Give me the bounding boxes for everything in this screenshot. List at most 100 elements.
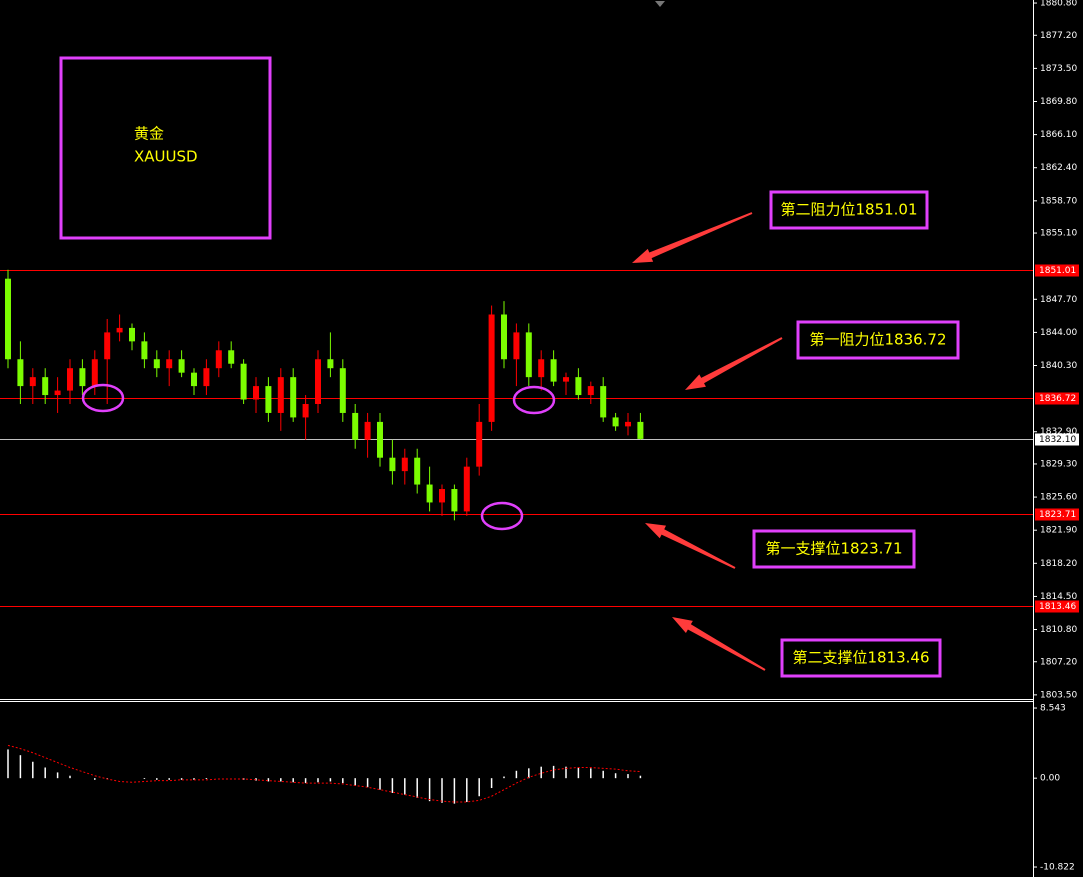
level-tag bbox=[1035, 508, 1079, 521]
annotation-text: 第一支撑位1823.71 bbox=[765, 540, 902, 558]
y-tick-label: 1814.50 bbox=[1040, 592, 1077, 602]
y-tick-label: 1818.20 bbox=[1040, 559, 1077, 569]
candle-body bbox=[290, 377, 297, 418]
annotation-box bbox=[780, 638, 942, 678]
candle-body bbox=[166, 359, 173, 369]
candle-body bbox=[451, 489, 458, 512]
title-text: XAUUSD bbox=[134, 148, 198, 166]
y-tick-label: 1807.20 bbox=[1040, 657, 1077, 667]
candle-body bbox=[513, 332, 520, 360]
arrow bbox=[632, 212, 753, 263]
candle-body bbox=[215, 350, 222, 369]
candle-body bbox=[563, 377, 569, 382]
candle-body bbox=[414, 457, 421, 485]
candle-body bbox=[178, 359, 185, 373]
highlight-circle bbox=[81, 383, 125, 413]
candle-body bbox=[228, 350, 235, 364]
candle-body bbox=[575, 377, 582, 396]
candle-body bbox=[42, 377, 49, 396]
level-label: 1832.10 bbox=[1039, 435, 1076, 445]
y-tick-label: 1832.90 bbox=[1040, 427, 1077, 437]
y-tick-label: 1855.10 bbox=[1040, 229, 1077, 239]
candle-body bbox=[104, 332, 111, 360]
y-tick-label: 1803.50 bbox=[1040, 690, 1077, 700]
candle-body bbox=[463, 466, 470, 512]
annotation-text: 第二支撑位1813.46 bbox=[792, 649, 929, 667]
candle-body bbox=[191, 372, 197, 387]
level-tag bbox=[1035, 600, 1079, 613]
candle-body bbox=[116, 327, 123, 333]
annotation-box bbox=[796, 320, 960, 360]
level-tag bbox=[1035, 264, 1079, 277]
candle-body bbox=[600, 386, 607, 418]
y-tick-label: 0.00 bbox=[1040, 774, 1060, 784]
level-label: 1813.46 bbox=[1039, 602, 1076, 612]
y-tick-label: 1858.70 bbox=[1040, 196, 1077, 206]
candle-body bbox=[364, 421, 371, 440]
annotation-box bbox=[769, 190, 929, 230]
highlight-circle bbox=[512, 385, 556, 415]
y-tick-label: 1880.80 bbox=[1040, 0, 1077, 9]
candle-body bbox=[339, 368, 346, 413]
candle-body bbox=[401, 457, 408, 472]
level-label: 1823.71 bbox=[1039, 510, 1076, 520]
candle-body bbox=[439, 489, 445, 503]
candle-body bbox=[538, 359, 545, 378]
y-tick-label: 1840.30 bbox=[1040, 361, 1077, 371]
annotation-text: 第二阻力位1851.01 bbox=[780, 201, 917, 219]
y-tick-label: 1869.80 bbox=[1040, 97, 1077, 107]
candle-body bbox=[5, 278, 11, 360]
candle-body bbox=[240, 363, 247, 400]
candle-body bbox=[637, 421, 644, 439]
arrow bbox=[645, 523, 736, 569]
candle-body bbox=[612, 417, 619, 427]
signal-line bbox=[7, 744, 641, 803]
candle-body bbox=[476, 421, 483, 467]
candle-body bbox=[265, 386, 272, 413]
highlight-circle bbox=[480, 501, 524, 531]
title-text: 黄金 bbox=[134, 125, 164, 143]
candle-body bbox=[426, 484, 433, 503]
candle-body bbox=[277, 377, 284, 413]
y-tick-label: 1873.50 bbox=[1040, 64, 1077, 74]
y-tick-label: 8.543 bbox=[1040, 704, 1066, 714]
candle-body bbox=[525, 332, 532, 378]
candle-body bbox=[67, 368, 73, 391]
candle-body bbox=[315, 359, 321, 404]
level-label: 1851.01 bbox=[1039, 266, 1076, 276]
level-label: 1836.72 bbox=[1039, 394, 1076, 404]
candle-body bbox=[302, 403, 309, 418]
candle-body bbox=[550, 359, 557, 382]
candle-body bbox=[587, 386, 594, 396]
candle-body bbox=[327, 359, 334, 369]
y-tick-label: 1866.10 bbox=[1040, 130, 1077, 140]
y-tick-label: 1862.40 bbox=[1040, 163, 1077, 173]
annotation-box bbox=[752, 529, 916, 569]
y-tick-label: 1844.00 bbox=[1040, 328, 1077, 338]
arrow bbox=[672, 617, 766, 671]
candle-body bbox=[488, 314, 495, 422]
candle-body bbox=[377, 421, 383, 458]
y-tick-label: 1825.60 bbox=[1040, 493, 1077, 503]
candle-body bbox=[129, 327, 135, 342]
level-tag bbox=[1035, 392, 1079, 405]
candle-body bbox=[501, 314, 507, 360]
candle-body bbox=[17, 359, 24, 387]
y-tick-label: 1821.90 bbox=[1040, 526, 1077, 536]
level-tag bbox=[1035, 433, 1079, 446]
scroll-marker bbox=[655, 1, 665, 7]
candle-body bbox=[625, 421, 631, 427]
candle-body bbox=[54, 390, 61, 396]
y-tick-label: -10.822 bbox=[1040, 863, 1075, 873]
y-tick-label: 1810.80 bbox=[1040, 625, 1077, 635]
y-tick-label: 1877.20 bbox=[1040, 31, 1077, 41]
candle-body bbox=[253, 386, 259, 400]
candle-body bbox=[153, 359, 160, 369]
candle-body bbox=[389, 457, 396, 472]
y-tick-label: 1847.70 bbox=[1040, 295, 1077, 305]
annotation-text: 第一阻力位1836.72 bbox=[809, 331, 946, 349]
title-box bbox=[59, 56, 272, 240]
arrow bbox=[685, 337, 783, 390]
